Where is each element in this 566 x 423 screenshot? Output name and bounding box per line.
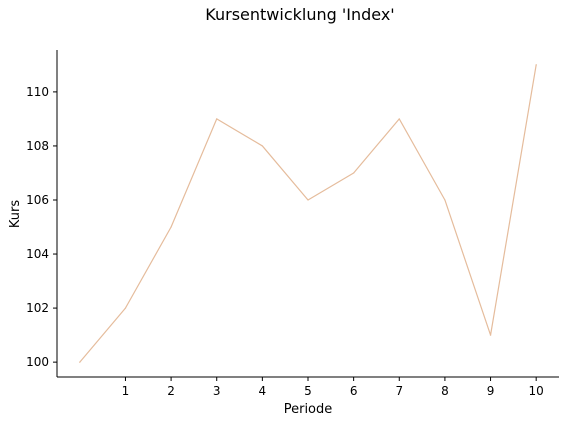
data-point — [444, 199, 446, 201]
x-tick-label: 9 — [487, 384, 495, 398]
y-tick-label: 110 — [26, 85, 49, 99]
x-tick-label: 5 — [304, 384, 312, 398]
series-layer — [79, 64, 537, 363]
data-point — [489, 334, 492, 336]
y-tick-label: 108 — [26, 139, 49, 153]
y-tick-label: 104 — [26, 247, 49, 261]
y-tick-label: 106 — [26, 193, 49, 207]
data-point — [353, 172, 355, 174]
y-axis-ticks: 100 102 104 106 108 110 — [26, 85, 57, 369]
data-point — [398, 118, 400, 120]
x-axis-label: Periode — [284, 402, 333, 417]
data-point — [124, 307, 127, 309]
x-tick-label: 4 — [259, 384, 267, 398]
x-tick-label: 8 — [441, 384, 449, 398]
series-line — [79, 64, 537, 363]
x-tick-label: 10 — [529, 384, 544, 398]
x-axis-ticks: 1 2 3 4 5 6 7 8 9 10 — [122, 377, 544, 398]
data-point — [535, 64, 537, 66]
x-tick-label: 6 — [350, 384, 358, 398]
data-point — [79, 361, 81, 363]
y-tick-label: 100 — [26, 355, 49, 369]
x-tick-label: 3 — [213, 384, 221, 398]
x-tick-label: 2 — [167, 384, 175, 398]
data-point — [170, 226, 172, 228]
y-axis-label: Kurs — [8, 200, 23, 228]
x-tick-label: 1 — [122, 384, 130, 398]
plot-area: 1 2 3 4 5 6 7 8 9 10 100 102 104 106 108 110 — [26, 50, 559, 398]
x-tick-label: 7 — [395, 384, 403, 398]
y-tick-label: 102 — [26, 301, 49, 315]
chart-title: Kursentwicklung 'Index' — [205, 5, 394, 24]
data-point — [216, 118, 218, 120]
data-point — [261, 145, 263, 147]
data-point — [307, 199, 309, 201]
